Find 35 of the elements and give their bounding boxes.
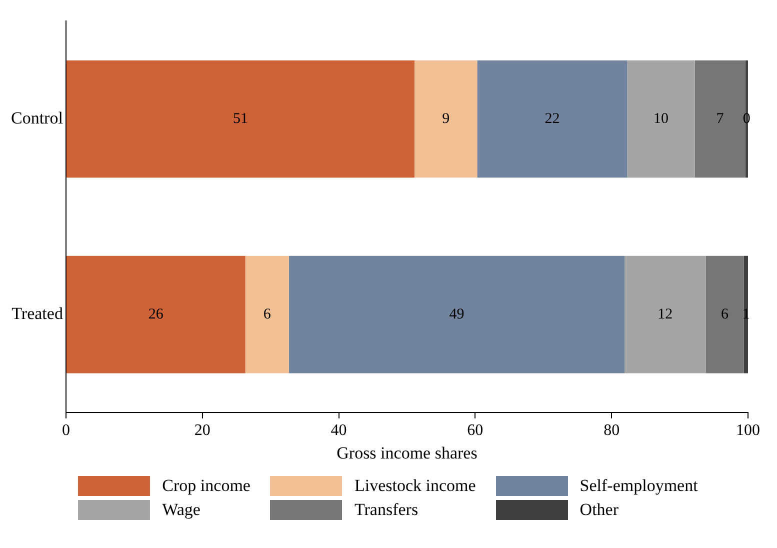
data-label: 49 (449, 306, 464, 323)
legend-label: Wage (162, 500, 200, 520)
y-tick-label: Treated (12, 304, 64, 324)
data-label: 51 (232, 110, 248, 127)
bar (66, 256, 246, 374)
bar (624, 256, 706, 374)
data-label: 22 (544, 110, 560, 127)
data-label: 26 (148, 306, 164, 323)
legend-label: Crop income (162, 476, 250, 496)
bar (477, 60, 628, 178)
data-label: 6 (721, 306, 730, 323)
data-label: 7 (716, 110, 724, 127)
x-tick-label: 60 (467, 422, 484, 440)
x-tick-label: 80 (604, 422, 620, 440)
legend-label: Livestock income (354, 476, 476, 496)
bar (245, 256, 289, 374)
bar (414, 60, 478, 178)
legend-label: Other (580, 500, 619, 520)
data-label: 9 (442, 110, 450, 127)
x-tick-label: 100 (736, 422, 760, 440)
x-tick-label: 0 (62, 422, 70, 440)
bar (288, 256, 625, 374)
data-label: 10 (654, 110, 669, 127)
x-tick-label: 40 (330, 422, 347, 440)
bar (706, 256, 744, 374)
x-tick-label: 20 (194, 422, 210, 440)
y-tick-label: Control (10, 108, 64, 128)
bar (627, 60, 695, 178)
legend-label: Transfers (354, 500, 418, 520)
data-label: 12 (658, 306, 673, 323)
data-label: 6 (263, 306, 272, 323)
legend-label: Self-employment (580, 476, 698, 496)
bar (66, 60, 414, 178)
bar (694, 60, 746, 178)
x-axis-title: Gross income shares (336, 443, 478, 462)
